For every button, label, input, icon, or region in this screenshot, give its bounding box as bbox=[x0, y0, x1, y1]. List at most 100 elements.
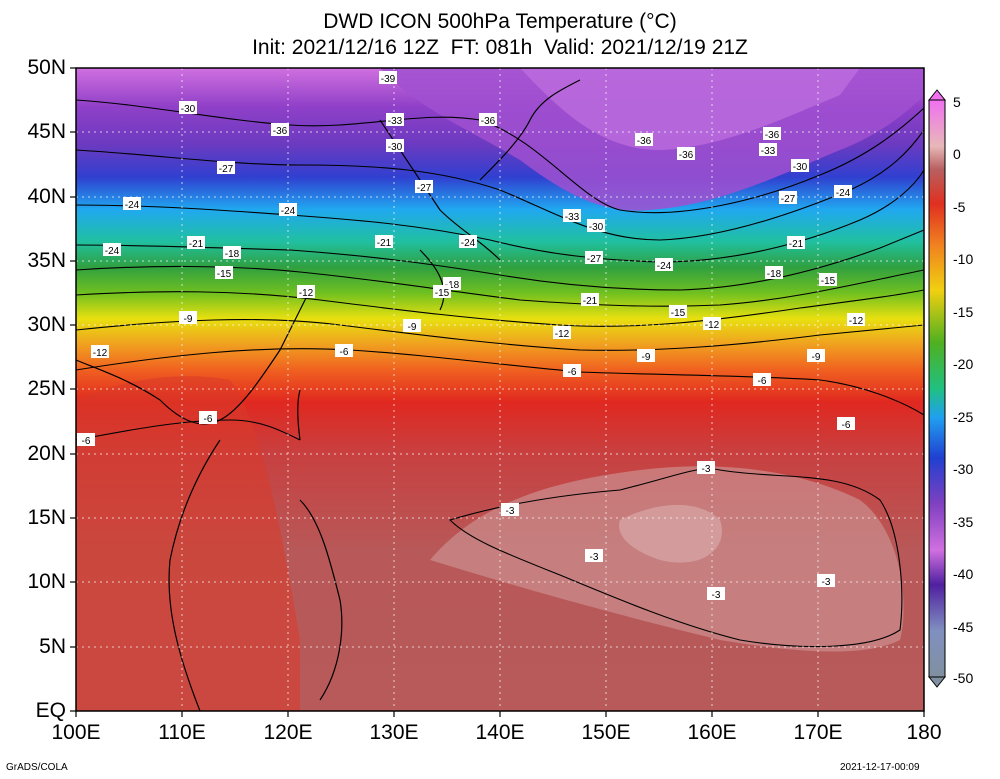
contour-label: -12 bbox=[297, 285, 315, 299]
lat-label: 40N bbox=[27, 185, 66, 208]
contour-label: -6 bbox=[837, 417, 855, 431]
footer-credit: GrADS/COLA bbox=[6, 762, 68, 773]
lat-label: 35N bbox=[27, 249, 66, 272]
lat-label: 50N bbox=[27, 56, 66, 79]
svg-text:-15: -15 bbox=[821, 276, 836, 287]
contour-label: -21 bbox=[375, 235, 393, 249]
contour-label: -9 bbox=[179, 311, 197, 325]
contour-label: -6 bbox=[199, 411, 217, 425]
contour-label: -24 bbox=[459, 235, 477, 249]
svg-text:-27: -27 bbox=[587, 254, 602, 265]
contour-label: -9 bbox=[807, 349, 825, 363]
contour-label: -39 bbox=[379, 71, 397, 85]
lon-label: 100E bbox=[51, 721, 101, 744]
lon-label: 150E bbox=[581, 721, 631, 744]
contour-label: -9 bbox=[403, 319, 421, 333]
colorbar-label: -5 bbox=[953, 199, 966, 215]
lon-label: 160E bbox=[687, 721, 737, 744]
contour-label: -24 bbox=[103, 243, 121, 257]
colorbar-label: -10 bbox=[953, 251, 974, 267]
colorbar-label: -40 bbox=[953, 566, 974, 582]
svg-text:-24: -24 bbox=[657, 261, 672, 272]
lat-label: 20N bbox=[27, 442, 66, 465]
svg-text:-12: -12 bbox=[705, 320, 720, 331]
contour-label: -36 bbox=[677, 147, 695, 161]
svg-text:-33: -33 bbox=[388, 116, 403, 127]
contour-label: -27 bbox=[217, 161, 235, 175]
contour-label: -21 bbox=[187, 236, 205, 250]
svg-text:-36: -36 bbox=[273, 126, 288, 137]
grid-lines bbox=[76, 68, 924, 711]
svg-text:-21: -21 bbox=[189, 239, 204, 250]
contour-label: -36 bbox=[271, 123, 289, 137]
svg-text:-12: -12 bbox=[555, 329, 570, 340]
svg-text:-27: -27 bbox=[781, 194, 796, 205]
contour-label: -33 bbox=[386, 113, 404, 127]
contour-label: -6 bbox=[753, 373, 771, 387]
contour-label: -30 bbox=[179, 101, 197, 115]
svg-text:-6: -6 bbox=[82, 436, 91, 447]
contour-label: -36 bbox=[763, 127, 781, 141]
svg-text:-24: -24 bbox=[125, 200, 140, 211]
contour-label: -12 bbox=[703, 317, 721, 331]
contour-label: -3 bbox=[585, 549, 603, 563]
svg-text:-36: -36 bbox=[679, 150, 694, 161]
colorbar bbox=[927, 89, 947, 688]
svg-text:-3: -3 bbox=[590, 552, 599, 563]
lon-label: 110E bbox=[158, 721, 206, 744]
svg-text:-3: -3 bbox=[702, 464, 711, 475]
colorbar-label: -15 bbox=[953, 304, 974, 320]
contour-label: -33 bbox=[759, 143, 777, 157]
contour-label-group: -39 -30 -36 -33 -36 -30 -36 -36 -36 -33 … bbox=[77, 71, 865, 601]
svg-text:-36: -36 bbox=[765, 130, 780, 141]
lon-label: 120E bbox=[263, 721, 313, 744]
colorbar-label: 0 bbox=[953, 146, 961, 162]
contour-label: -24 bbox=[834, 185, 852, 199]
svg-text:-30: -30 bbox=[793, 162, 808, 173]
contour-label: -24 bbox=[123, 197, 141, 211]
footer-timestamp: 2021-12-17-00:09 bbox=[840, 762, 920, 773]
contour-label: -27 bbox=[415, 180, 433, 194]
svg-text:-9: -9 bbox=[184, 314, 193, 325]
contour-label: -15 bbox=[669, 305, 687, 319]
svg-text:-12: -12 bbox=[93, 348, 108, 359]
svg-text:-24: -24 bbox=[281, 206, 296, 217]
svg-text:-30: -30 bbox=[181, 104, 196, 115]
lon-label: 140E bbox=[475, 721, 525, 744]
colorbar-label: -50 bbox=[953, 670, 974, 686]
contour-label: -6 bbox=[77, 433, 95, 447]
contour-label: -27 bbox=[585, 251, 603, 265]
axis-ticks bbox=[70, 67, 925, 717]
svg-text:-24: -24 bbox=[105, 246, 120, 257]
colorbar-label: -45 bbox=[953, 619, 974, 635]
contour-label: -27 bbox=[779, 191, 797, 205]
colorbar-label: -25 bbox=[953, 409, 974, 425]
contour-label: -15 bbox=[819, 273, 837, 287]
svg-text:-30: -30 bbox=[388, 142, 403, 153]
svg-text:-15: -15 bbox=[435, 288, 450, 299]
contour-label: -12 bbox=[91, 345, 109, 359]
contour-label: -30 bbox=[386, 139, 404, 153]
svg-text:-39: -39 bbox=[381, 74, 396, 85]
svg-text:-36: -36 bbox=[637, 136, 652, 147]
contour-label: -30 bbox=[791, 159, 809, 173]
contour-label: -3 bbox=[697, 461, 715, 475]
svg-text:-21: -21 bbox=[583, 296, 598, 307]
contour-label: -6 bbox=[335, 344, 353, 358]
svg-text:-12: -12 bbox=[299, 288, 314, 299]
contour-label: -3 bbox=[501, 503, 519, 517]
svg-text:-18: -18 bbox=[767, 269, 782, 280]
svg-text:-27: -27 bbox=[417, 183, 432, 194]
contour-label: -18 bbox=[765, 266, 783, 280]
lat-label: 25N bbox=[27, 377, 66, 400]
contour-label: -9 bbox=[637, 349, 655, 363]
svg-text:-9: -9 bbox=[642, 352, 651, 363]
contour-label: -12 bbox=[847, 313, 865, 327]
contour-label: -24 bbox=[279, 203, 297, 217]
contour-label: -36 bbox=[635, 133, 653, 147]
svg-text:-24: -24 bbox=[836, 188, 851, 199]
contour-label: -36 bbox=[479, 113, 497, 127]
lon-label: 130E bbox=[369, 721, 419, 744]
colorbar-label: -35 bbox=[953, 514, 974, 530]
